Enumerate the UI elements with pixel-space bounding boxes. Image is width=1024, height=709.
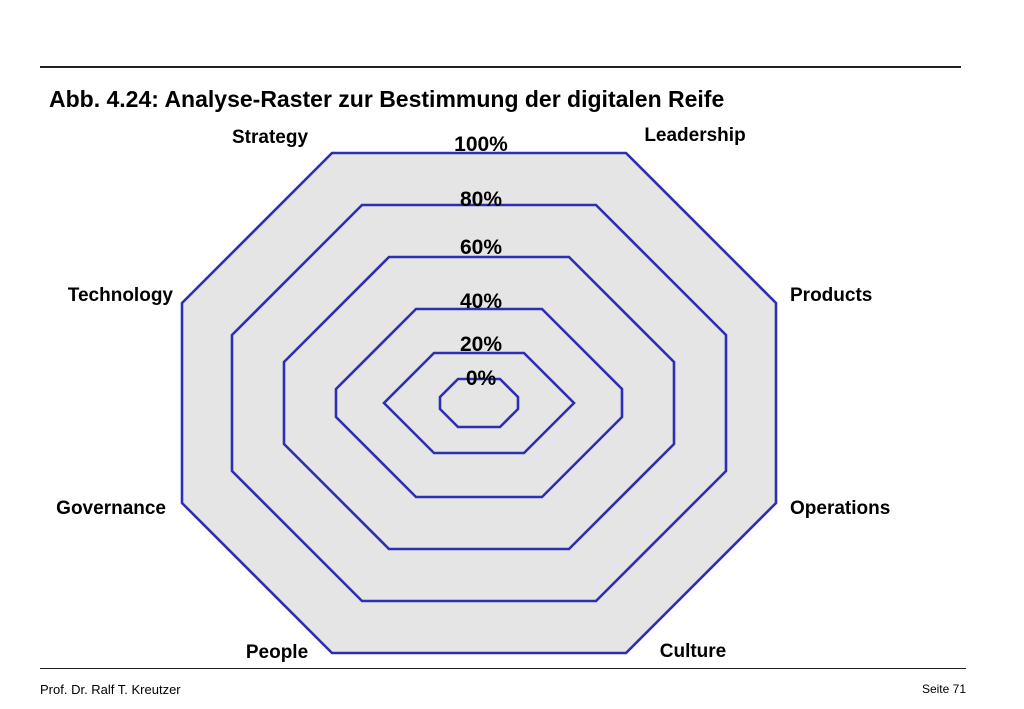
ring-20-percent <box>382 351 576 455</box>
axis-label-strategy: Strategy <box>232 127 308 148</box>
level-label-0: 0% <box>466 367 497 390</box>
level-label-80: 80% <box>460 188 502 211</box>
axis-label-leadership: Leadership <box>644 125 745 146</box>
axis-label-culture: Culture <box>660 641 727 662</box>
level-label-20: 20% <box>460 333 502 356</box>
axis-label-people: People <box>246 642 308 663</box>
ring-80-percent <box>230 203 728 603</box>
figure-title: Abb. 4.24: Analyse-Raster zur Bestimmung… <box>49 86 725 112</box>
axis-label-operations: Operations <box>790 498 890 519</box>
level-labels: 0% 20% 40% 60% 80% 100% <box>454 133 508 390</box>
ring-0-percent <box>438 377 520 429</box>
ring-60-percent <box>282 255 676 551</box>
ring-40-percent <box>334 307 624 499</box>
level-rings <box>180 151 778 655</box>
top-rule <box>40 66 961 68</box>
axis-labels: Strategy Leadership Products Operations … <box>56 125 890 663</box>
axis-label-governance: Governance <box>56 498 166 519</box>
bottom-rule <box>40 668 966 669</box>
level-label-100: 100% <box>454 133 508 156</box>
footer-author: Prof. Dr. Ralf T. Kreutzer <box>40 682 181 697</box>
footer-page-number: Seite 71 <box>921 682 966 696</box>
level-label-60: 60% <box>460 236 502 259</box>
axis-label-technology: Technology <box>68 285 174 306</box>
level-label-40: 40% <box>460 290 502 313</box>
ring-100-percent <box>180 151 778 655</box>
axis-label-products: Products <box>790 285 872 306</box>
